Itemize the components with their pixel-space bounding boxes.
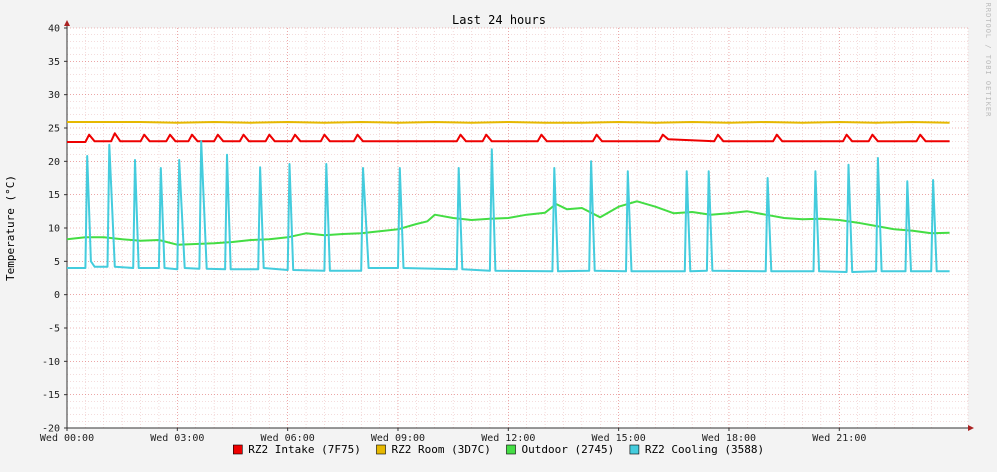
y-tick-label: 40: [48, 24, 60, 35]
y-tick-label: -10: [42, 357, 60, 368]
legend-swatch: [506, 444, 516, 455]
axes: -20 -15 -10 -5 0 5 10 15 20 25 30 35 40 Wed 00:00 Wed …: [40, 20, 974, 444]
legend-label: RZ2 Room (3D7C): [392, 443, 491, 456]
y-tick-label: 10: [48, 224, 60, 235]
grid: [66, 27, 969, 429]
x-tick-label: Wed 15:00: [592, 433, 646, 444]
legend-swatch: [233, 444, 243, 455]
x-tick-label: Wed 06:00: [261, 433, 315, 444]
x-tick-label: Wed 03:00: [150, 433, 204, 444]
x-axis-arrow: [968, 425, 974, 431]
series-line-2: [67, 121, 950, 124]
x-tick-label: Wed 21:00: [812, 433, 866, 444]
y-tick-label: 15: [48, 190, 60, 201]
y-tick-label: 35: [48, 57, 60, 68]
watermark: RRDTOOL / TOBI OETIKER: [984, 3, 992, 118]
y-tick-label: -15: [42, 390, 60, 401]
series-line-3: [66, 200, 950, 246]
legend-label: RZ2 Intake (7F75): [248, 443, 361, 456]
y-tick-label: 0: [54, 290, 60, 301]
y-tick-label: 25: [48, 124, 60, 135]
y-tick-label: 5: [54, 257, 60, 268]
y-tick-label: 20: [48, 157, 60, 168]
x-tick-label: Wed 18:00: [702, 433, 756, 444]
y-tick-label: -20: [42, 424, 60, 435]
series-line-1: [67, 132, 950, 143]
x-tick-label: Wed 12:00: [481, 433, 535, 444]
x-tick-label: Wed 09:00: [371, 433, 425, 444]
legend: RZ2 Intake (7F75) RZ2 Room (3D7C) Outdoor …: [233, 443, 764, 456]
legend-label: Outdoor (2745): [522, 443, 615, 456]
series-group: [66, 121, 950, 273]
y-axis-title: Temperature (°C): [4, 175, 17, 281]
legend-swatch: [376, 444, 386, 455]
y-tick-label: -5: [48, 324, 60, 335]
legend-label: RZ2 Cooling (3588): [645, 443, 764, 456]
legend-swatch: [629, 444, 640, 455]
x-tick-label: Wed 00:00: [40, 433, 94, 444]
series-line-4: [67, 140, 950, 273]
y-axis-arrow: [64, 20, 70, 26]
chart-title: Last 24 hours: [452, 13, 546, 27]
y-tick-label: 30: [48, 90, 60, 101]
